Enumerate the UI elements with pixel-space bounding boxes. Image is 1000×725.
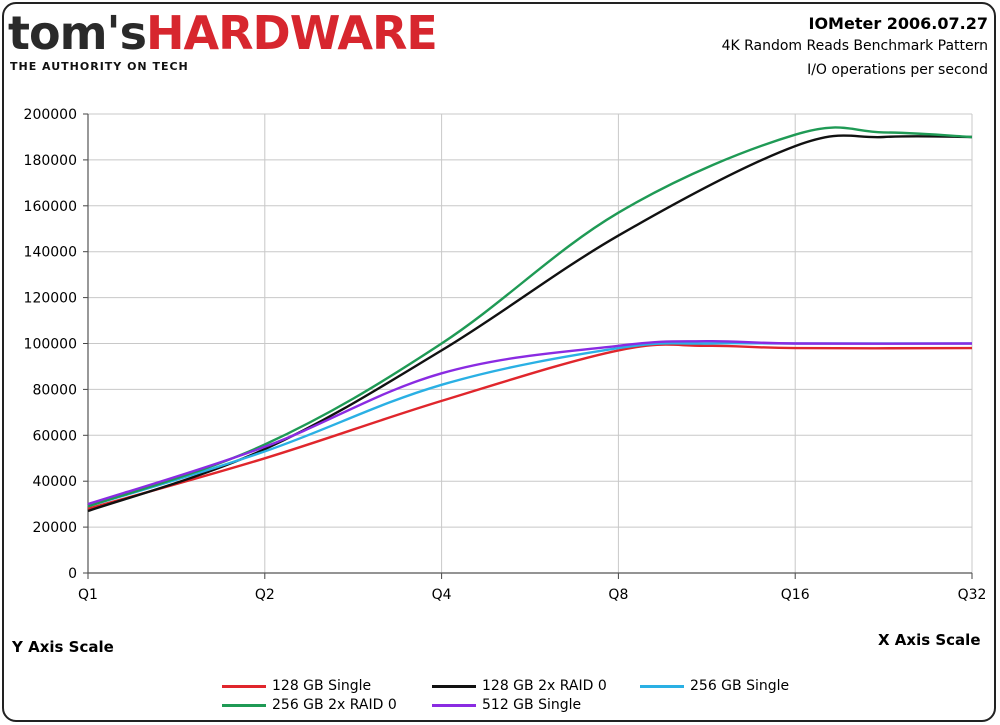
- toms-hardware-logo: tom'sHARDWARE: [8, 6, 438, 60]
- y-tick-label: 120000: [24, 291, 77, 307]
- series-line-128-gb-single: [87, 343, 973, 510]
- series-line-128-gb-2x-raid-0: [87, 134, 973, 513]
- legend-swatch: [222, 684, 266, 688]
- legend-label: 256 GB 2x RAID 0: [272, 697, 397, 713]
- x-axis-scale-label: X Axis Scale: [878, 631, 981, 649]
- y-tick-label: 180000: [24, 153, 77, 169]
- legend-label: 128 GB Single: [272, 678, 372, 694]
- logo-tagline: THE AUTHORITY ON TECH: [10, 60, 189, 73]
- y-tick-label: 20000: [32, 520, 77, 536]
- series-line-512-gb-single: [87, 339, 973, 506]
- y-tick-label: 160000: [24, 199, 77, 215]
- logo-toms-text: tom's: [8, 6, 147, 60]
- y-axis-scale-label: Y Axis Scale: [12, 638, 114, 656]
- legend-swatch: [640, 684, 684, 688]
- y-tick-label: 140000: [24, 245, 77, 261]
- y-tick-label: 200000: [24, 107, 77, 123]
- logo-hardware-text: HARDWARE: [146, 6, 438, 60]
- legend-item-128-gb-2x-raid-0: 128 GB 2x RAID 0: [432, 677, 607, 695]
- legend-label: 512 GB Single: [482, 697, 582, 713]
- x-tick-label: Q1: [78, 587, 98, 603]
- legend-item-128-gb-single: 128 GB Single: [222, 677, 371, 695]
- x-tick-label: Q4: [432, 587, 452, 603]
- legend-item-512-gb-single: 512 GB Single: [432, 696, 581, 714]
- legend-item-256-gb-single: 256 GB Single: [640, 677, 789, 695]
- x-tick-label: Q16: [781, 587, 810, 603]
- x-tick-label: Q8: [608, 587, 628, 603]
- chart-header: IOMeter 2006.07.27 4K Random Reads Bench…: [722, 14, 988, 82]
- y-tick-label: 0: [68, 566, 77, 582]
- y-tick-label: 80000: [32, 382, 77, 398]
- series-line-256-gb-2x-raid-0: [87, 126, 973, 508]
- y-tick-label: 100000: [24, 337, 77, 353]
- chart-title: IOMeter 2006.07.27: [808, 14, 988, 33]
- y-tick-label: 60000: [32, 428, 77, 444]
- x-tick-label: Q32: [958, 587, 987, 603]
- chart-subtitle-units: I/O operations per second: [807, 62, 988, 78]
- legend-swatch: [432, 703, 476, 707]
- x-tick-label: Q2: [255, 587, 275, 603]
- chart-subtitle-pattern: 4K Random Reads Benchmark Pattern: [721, 38, 988, 54]
- legend-swatch: [432, 684, 476, 688]
- legend-label: 128 GB 2x RAID 0: [482, 678, 607, 694]
- legend-item-256-gb-2x-raid-0: 256 GB 2x RAID 0: [222, 696, 397, 714]
- y-tick-label: 40000: [32, 474, 77, 490]
- legend-label: 256 GB Single: [690, 678, 790, 694]
- legend-swatch: [222, 703, 266, 707]
